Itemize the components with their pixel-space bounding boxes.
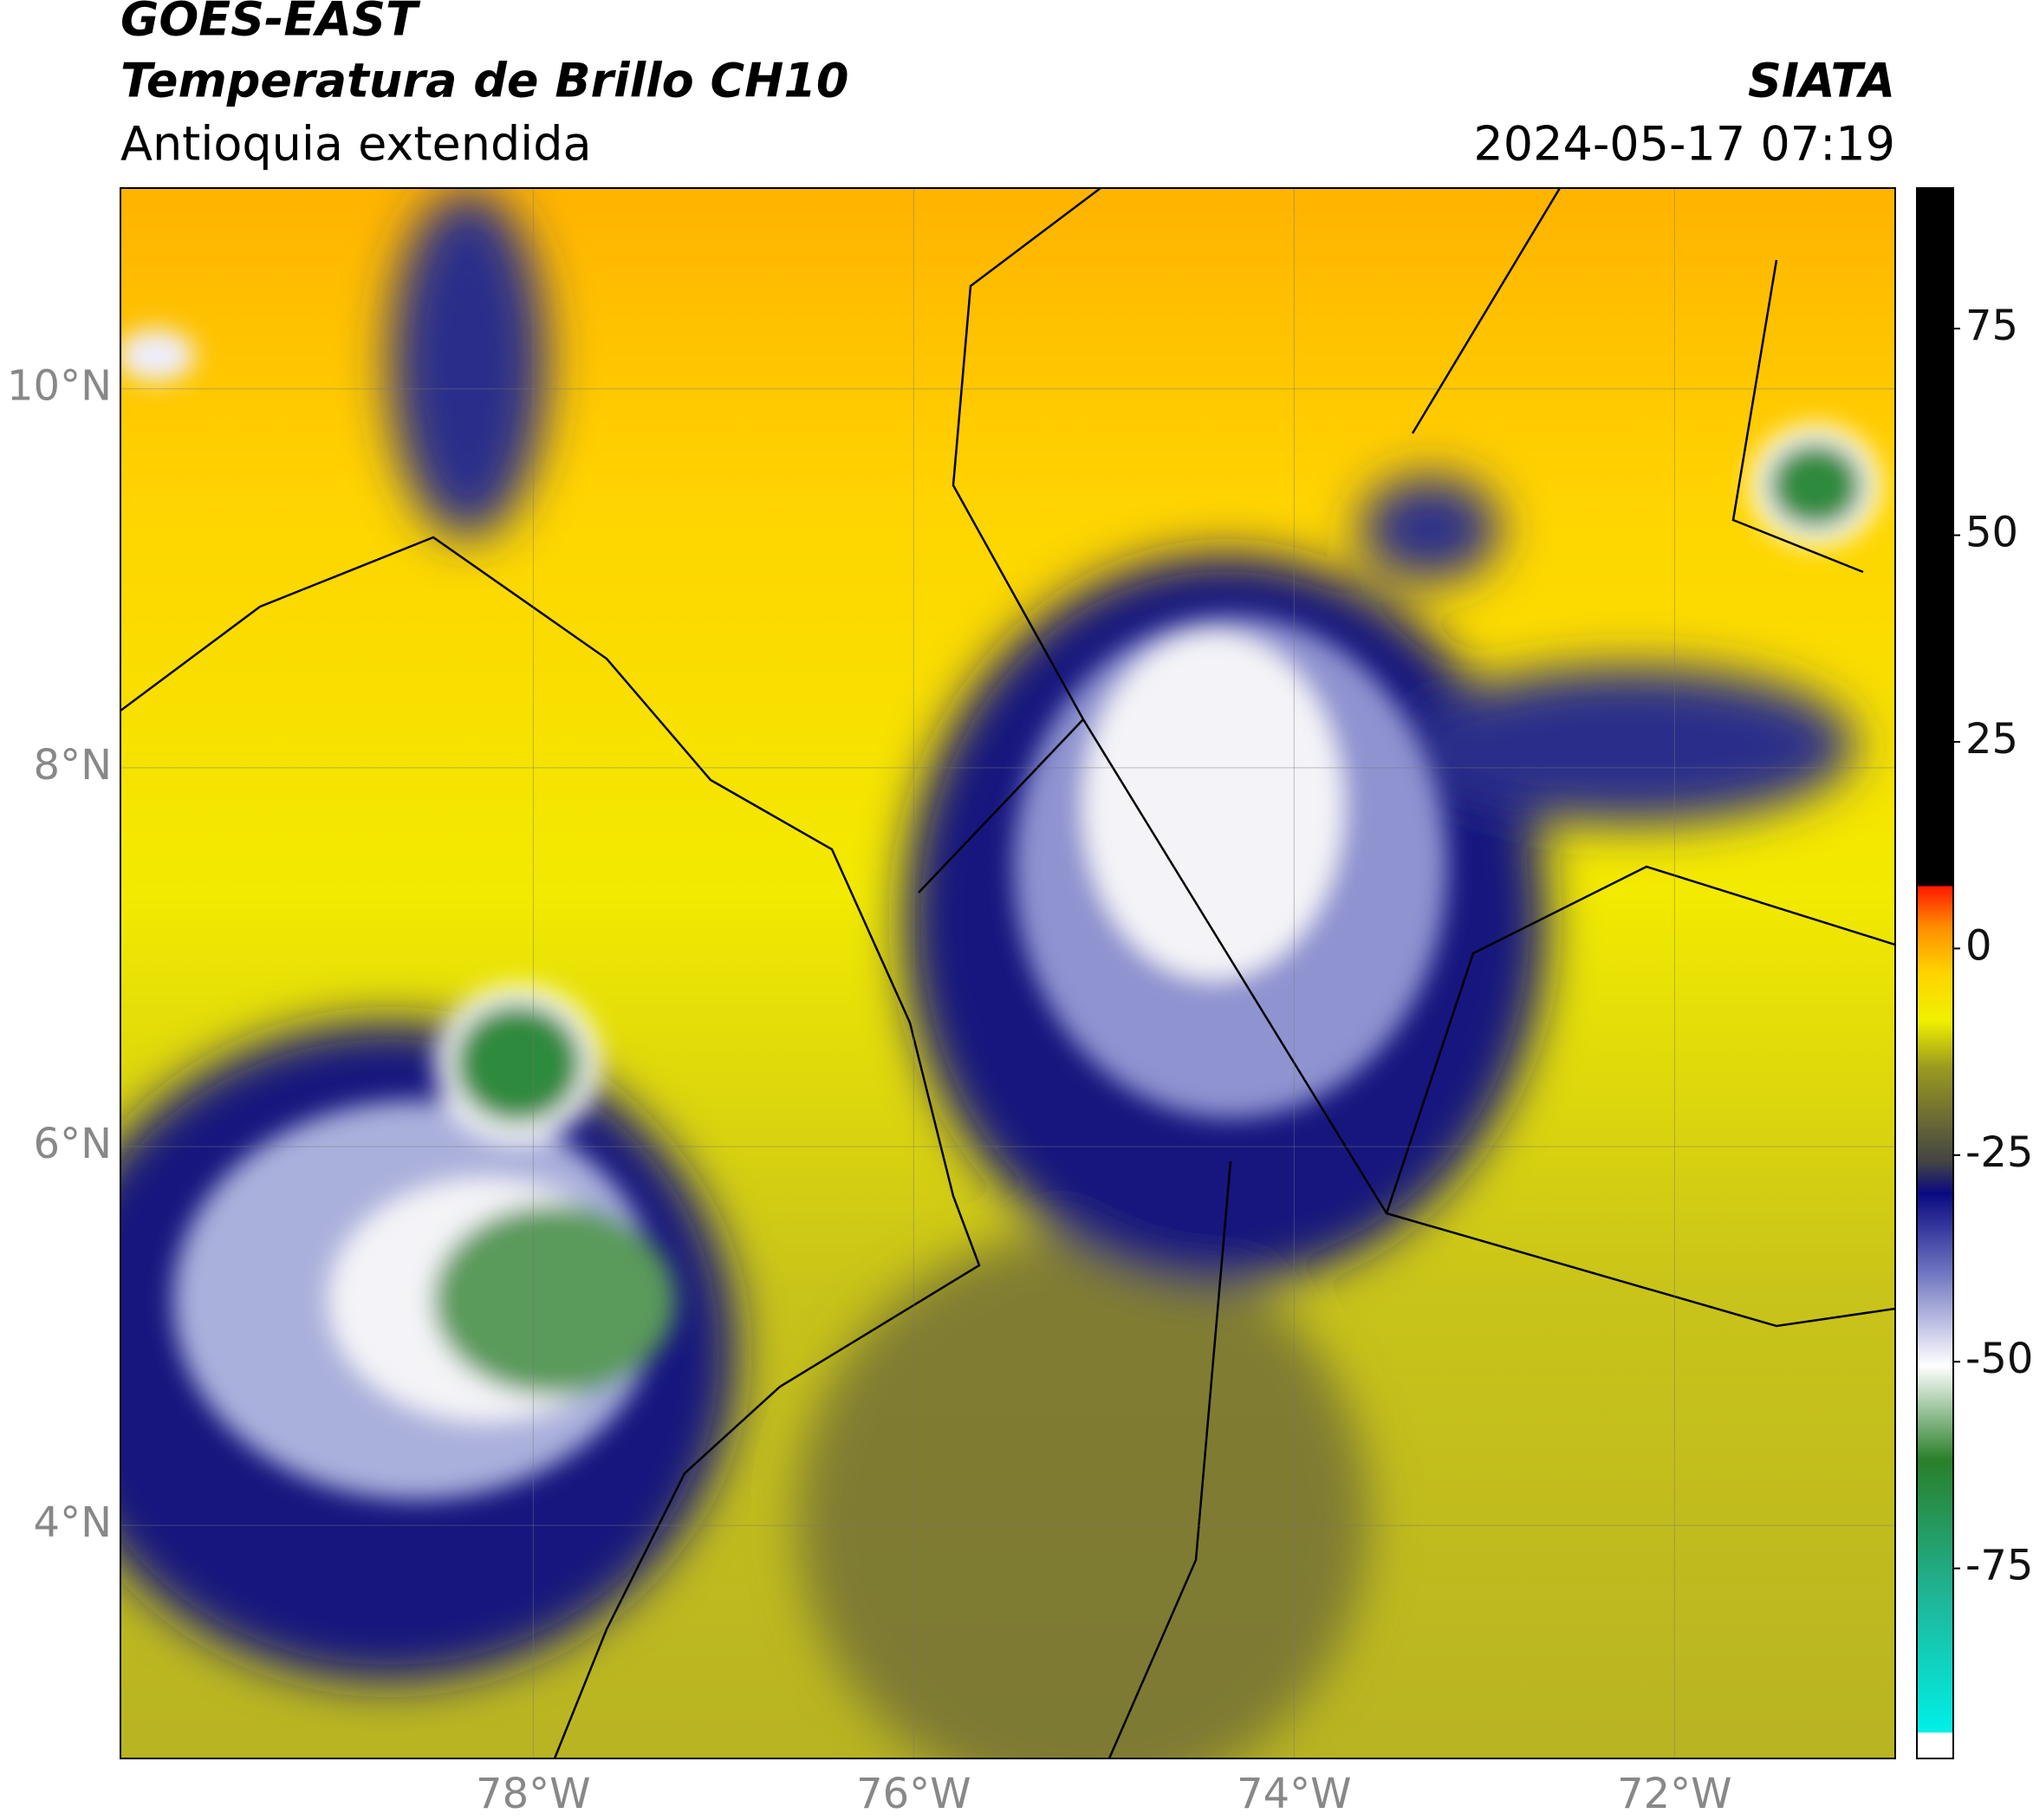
colorbar-tick-label: 50 bbox=[1965, 509, 2018, 557]
colorbar-tick-label: -25 bbox=[1965, 1128, 2033, 1177]
colorbar-tick-label: 25 bbox=[1965, 715, 2018, 764]
datetime: 2024-05-17 07:19 bbox=[1473, 117, 1895, 172]
satellite-image bbox=[120, 188, 1895, 1758]
satellite: GOES-EAST bbox=[120, 0, 421, 47]
source: SIATA bbox=[1748, 54, 1895, 108]
lon-tick-label: 76°W bbox=[856, 1770, 971, 1818]
lon-tick-label: 78°W bbox=[476, 1770, 591, 1818]
colorbar-tick-label: -50 bbox=[1965, 1335, 2033, 1383]
lon-tick-label: 72°W bbox=[1617, 1770, 1732, 1818]
lat-tick-label: 10°N bbox=[7, 362, 112, 411]
lat-tick-label: 4°N bbox=[34, 1498, 112, 1547]
colorbar bbox=[1916, 187, 1954, 1759]
region: Antioquia extendida bbox=[120, 117, 592, 172]
colorbar-tick-label: 0 bbox=[1965, 921, 1992, 970]
map-frame bbox=[120, 187, 1896, 1759]
lat-tick-label: 8°N bbox=[34, 741, 112, 790]
lat-tick-label: 6°N bbox=[34, 1120, 112, 1168]
colorbar-tick-label: 75 bbox=[1965, 302, 2018, 350]
lon-tick-label: 74°W bbox=[1237, 1770, 1352, 1818]
colorbar-tick-label: -75 bbox=[1965, 1542, 2033, 1590]
product: Temperatura de Brillo CH10 bbox=[120, 54, 849, 108]
